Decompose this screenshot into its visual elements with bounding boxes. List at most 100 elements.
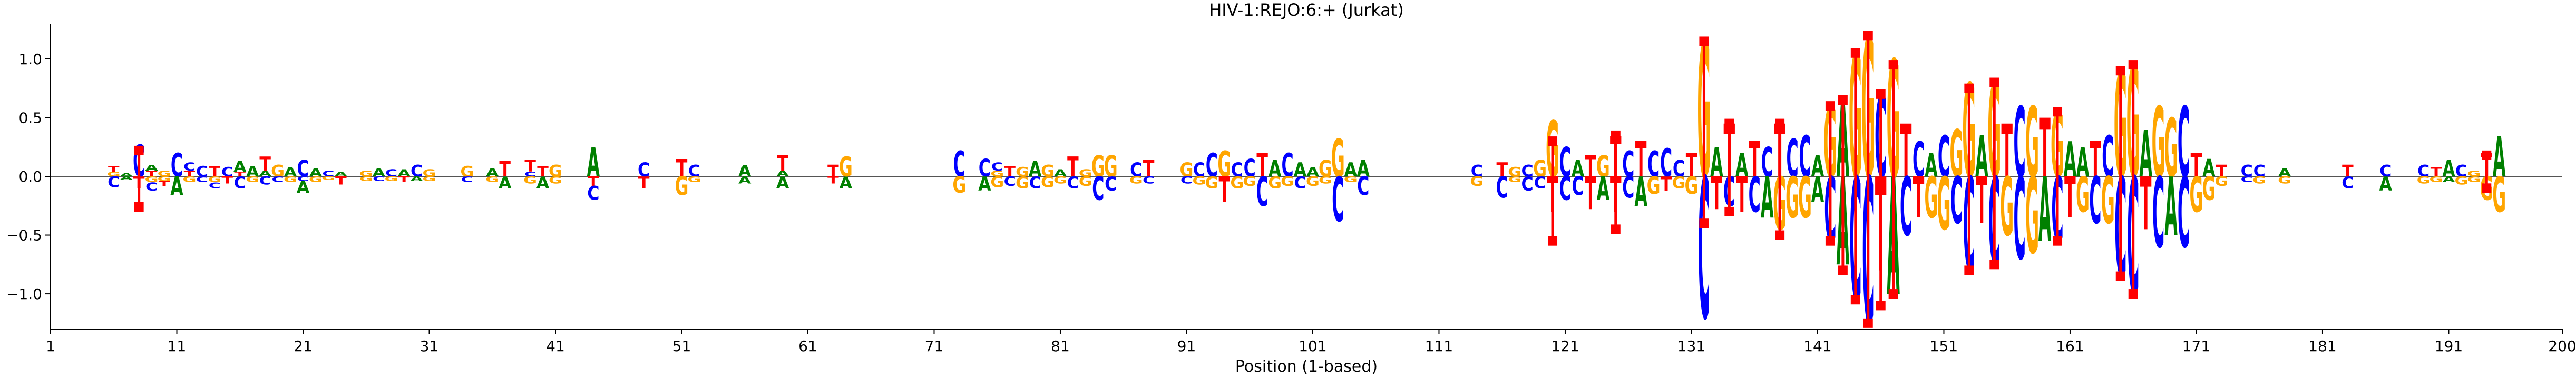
logo-letter-glyph: A	[2064, 132, 2076, 188]
logo-letter-glyph: G	[1091, 149, 1105, 183]
logo-letter-glyph: A	[120, 172, 132, 178]
logo-letter-C: C	[1130, 159, 1142, 182]
logo-letter-C: C	[1938, 124, 1950, 190]
logo-letter-glyph: T	[2216, 162, 2228, 180]
logo-letter-C: C	[322, 169, 334, 178]
logo-letter-C: C	[2152, 158, 2164, 270]
logo-letter-G: G	[271, 162, 285, 180]
logo-letter-glyph: G	[2214, 174, 2228, 189]
logo-letter-C: C	[297, 175, 309, 183]
logo-letter-G: G	[309, 175, 323, 184]
logo-letter-glyph: C	[2089, 164, 2101, 239]
logo-letter-A: A	[1925, 147, 1938, 184]
logo-letter-glyph: C	[2152, 158, 2164, 270]
logo-letter-glyph: T	[499, 158, 511, 182]
logo-letter-G: G	[1079, 168, 1092, 179]
logo-letter-glyph: C	[1559, 171, 1571, 207]
logo-letter-glyph: T	[398, 175, 410, 184]
error-bar-cap	[134, 202, 144, 212]
error-bar-cap	[2482, 150, 2492, 160]
logo-letter-G: G	[158, 169, 171, 178]
logo-letter-glyph: C	[1193, 159, 1205, 182]
logo-letter-G: G	[990, 174, 1004, 191]
x-tick-label: 111	[1425, 337, 1453, 355]
logo-letter-glyph: A	[259, 169, 272, 178]
x-tick-label: 91	[1177, 337, 1196, 355]
logo-letter-glyph: C	[1622, 171, 1634, 205]
error-bar-cap	[2115, 271, 2125, 281]
logo-letter-glyph: C	[2014, 87, 2026, 200]
logo-letter-glyph: T	[159, 180, 170, 187]
logo-letter-glyph: T	[1686, 147, 1697, 184]
logo-letter-glyph: C	[1900, 162, 1912, 255]
logo-letter-C: C	[2178, 87, 2190, 200]
error-bar-cap	[1699, 218, 1709, 228]
logo-letter-G: G	[1041, 162, 1055, 180]
error-bar-cap	[2053, 236, 2063, 246]
logo-letter-A: A	[738, 175, 751, 186]
logo-letter-glyph: T	[524, 157, 536, 176]
logo-letter-glyph: C	[461, 175, 473, 184]
logo-letter-C: C	[2379, 162, 2392, 180]
logo-letter-G: G	[2417, 175, 2431, 186]
error-bar-cap	[1825, 101, 1835, 111]
logo-letter-A: A	[536, 174, 549, 192]
logo-letter-G: G	[284, 175, 297, 184]
logo-letter-T: T	[1686, 147, 1697, 184]
logo-letter-glyph: C	[196, 163, 208, 180]
logo-letter-C: C	[1496, 171, 1508, 205]
logo-letter-glyph: C	[1206, 147, 1218, 184]
logo-letter-C: C	[1231, 159, 1243, 182]
logo-letter-G: G	[1053, 175, 1067, 186]
logo-letter-glyph: G	[1647, 172, 1661, 201]
logo-letter-glyph: G	[284, 175, 297, 184]
x-tick-label: 181	[2308, 337, 2336, 355]
logo-letter-C: C	[1673, 155, 1685, 182]
logo-letter-T: T	[1900, 109, 1912, 194]
logo-letter-glyph: T	[1711, 168, 1723, 220]
logo-letter-glyph: G	[2467, 175, 2481, 184]
logo-letter-glyph: A	[1761, 165, 1773, 231]
logo-letter-glyph: G	[1306, 174, 1320, 189]
logo-letter-glyph: G	[1217, 144, 1231, 185]
logo-letter-glyph: C	[1799, 124, 1811, 190]
logo-letter-G: G	[107, 171, 121, 178]
logo-letter-A: A	[259, 169, 272, 178]
logo-letter-glyph: G	[1508, 165, 1521, 180]
logo-letter-G: G	[2454, 175, 2468, 188]
logo-letter-glyph: T	[1585, 168, 1596, 220]
logo-letter-glyph: C	[297, 175, 309, 183]
logo-letter-A: A	[297, 178, 309, 197]
logo-letter-T: T	[588, 174, 599, 189]
logo-letter-glyph: G	[675, 172, 689, 202]
logo-letter-glyph: G	[158, 169, 171, 178]
logo-letter-glyph: C	[1029, 174, 1041, 192]
logo-letter-C: C	[953, 144, 965, 185]
logo-letter-G: G	[1306, 174, 1320, 189]
logo-letter-C: C	[2178, 158, 2190, 270]
logo-letter-C: C	[2014, 155, 2026, 286]
logo-letter-G: G	[2152, 87, 2165, 200]
logo-letter-C: C	[297, 155, 309, 182]
logo-letter-A: A	[1634, 168, 1647, 215]
logo-letter-T: T	[1219, 170, 1231, 211]
logo-letter-glyph: C	[1281, 147, 1293, 184]
logo-letter-T: T	[777, 152, 788, 175]
logo-letter-glyph: C	[1534, 174, 1546, 192]
logo-letter-G: G	[2189, 167, 2203, 224]
logo-letter-glyph: C	[1673, 155, 1685, 182]
x-tick-label: 41	[546, 337, 565, 355]
logo-letter-glyph: A	[1357, 155, 1370, 182]
logo-letter-G: G	[1129, 175, 1143, 186]
x-tick-label: 131	[1677, 337, 1705, 355]
error-bar-cap	[1964, 83, 1974, 93]
logo-letter-glyph: C	[1332, 165, 1344, 236]
logo-letter-glyph: C	[991, 161, 1003, 174]
logo-letter-glyph: C	[2455, 162, 2467, 180]
logo-letter-glyph: A	[2164, 162, 2177, 255]
logo-letter-A: A	[1975, 124, 1988, 190]
logo-letter-glyph: G	[423, 175, 436, 183]
logo-letter-C: C	[461, 175, 473, 184]
logo-letter-glyph: G	[1533, 155, 1547, 182]
logo-letter-glyph: C	[1496, 171, 1508, 205]
